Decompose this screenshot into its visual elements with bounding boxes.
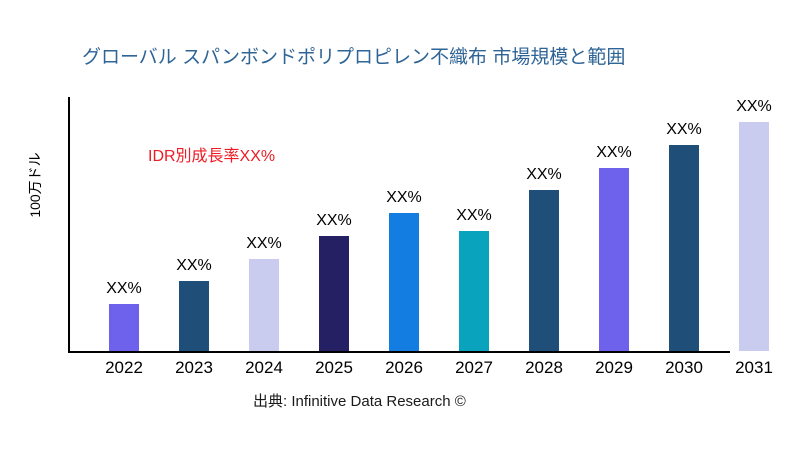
bar-2023 (179, 280, 209, 351)
bar-slot-2030: XX% (649, 97, 719, 351)
growth-rate-annotation: IDR別成長率XX% (148, 148, 276, 165)
x-tick-label-2029: 2029 (595, 358, 633, 377)
x-tick-label-2023: 2023 (175, 358, 213, 377)
bar-value-label-2027: XX% (456, 207, 492, 225)
bar-slot-2026: XX% (369, 97, 439, 351)
x-tick-label-2024: 2024 (245, 358, 283, 377)
bar-2027 (459, 231, 489, 351)
bar-slot-2031: XX% (719, 97, 789, 351)
x-tick-label-2026: 2026 (385, 358, 423, 377)
bar-2030 (669, 145, 699, 351)
bar-2025 (319, 235, 349, 351)
source-attribution: 出典: Infinitive Data Research © (253, 393, 466, 410)
bar-value-label-2030: XX% (666, 121, 702, 139)
y-axis-label: 100万ドル (27, 152, 43, 218)
bar-value-label-2028: XX% (526, 165, 562, 183)
bar-2026 (389, 213, 419, 351)
bar-slot-2028: XX% (509, 97, 579, 351)
bar-slot-2025: XX% (299, 97, 369, 351)
bar-2028 (529, 189, 559, 351)
bar-2029 (599, 168, 629, 351)
bar-value-label-2023: XX% (176, 256, 212, 274)
x-tick-label-2027: 2027 (455, 358, 493, 377)
x-axis-line (68, 351, 730, 353)
x-axis-labels: 2022 2023 2024 2025 2026 2027 2028 2029 2030 2031 (89, 358, 789, 378)
x-tick-label-2031: 2031 (735, 358, 773, 377)
bar-slot-2029: XX% (579, 97, 649, 351)
bar-value-label-2031: XX% (736, 97, 772, 115)
bar-slot-2022: XX% (89, 97, 159, 351)
bar-2022 (109, 304, 139, 351)
x-tick-label-2030: 2030 (665, 358, 703, 377)
bar-2024 (249, 259, 279, 351)
x-tick-label-2022: 2022 (105, 358, 143, 377)
x-tick-label-2025: 2025 (315, 358, 353, 377)
bar-value-label-2024: XX% (246, 235, 282, 253)
bar-value-label-2025: XX% (316, 211, 352, 229)
bar-slot-2027: XX% (439, 97, 509, 351)
bar-slot-2023: XX% (159, 97, 229, 351)
bar-value-label-2026: XX% (386, 189, 422, 207)
bar-slot-2024: XX% (229, 97, 299, 351)
chart-title: グローバル スパンボンドポリプロピレン不織布 市場規模と範囲 (82, 47, 626, 68)
bar-value-label-2029: XX% (596, 144, 632, 162)
x-tick-label-2028: 2028 (525, 358, 563, 377)
bar-2031 (739, 121, 769, 351)
bars-container: XX% XX% XX% XX% XX% XX% XX% XX% XX% XX% (89, 97, 789, 351)
bar-value-label-2022: XX% (106, 280, 142, 298)
y-axis-line (68, 97, 70, 353)
